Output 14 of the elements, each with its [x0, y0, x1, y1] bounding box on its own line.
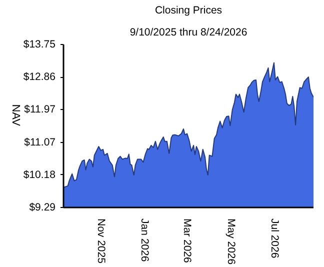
chart-subtitle: 9/10/2025 thru 8/24/2026 — [130, 26, 248, 38]
x-tick-label: Jan 2026 — [138, 218, 151, 262]
y-tick-label: $9.29 — [29, 202, 56, 214]
y-tick-label: $11.97 — [24, 104, 56, 116]
x-tick-label: Jul 2026 — [268, 218, 281, 258]
y-axis-title: NAV — [9, 104, 22, 127]
y-tick-label: $12.86 — [23, 71, 56, 84]
x-tick-label: Mar 2026 — [181, 218, 194, 264]
chart-title: Closing Prices — [154, 4, 222, 16]
y-tick-label: $10.18 — [23, 168, 56, 181]
y-tick-label: $13.75 — [23, 38, 56, 50]
y-tick-label: $11.07 — [24, 136, 56, 148]
x-tick-label: Nov 2025 — [94, 218, 107, 264]
x-tick-label: May 2026 — [224, 218, 237, 265]
